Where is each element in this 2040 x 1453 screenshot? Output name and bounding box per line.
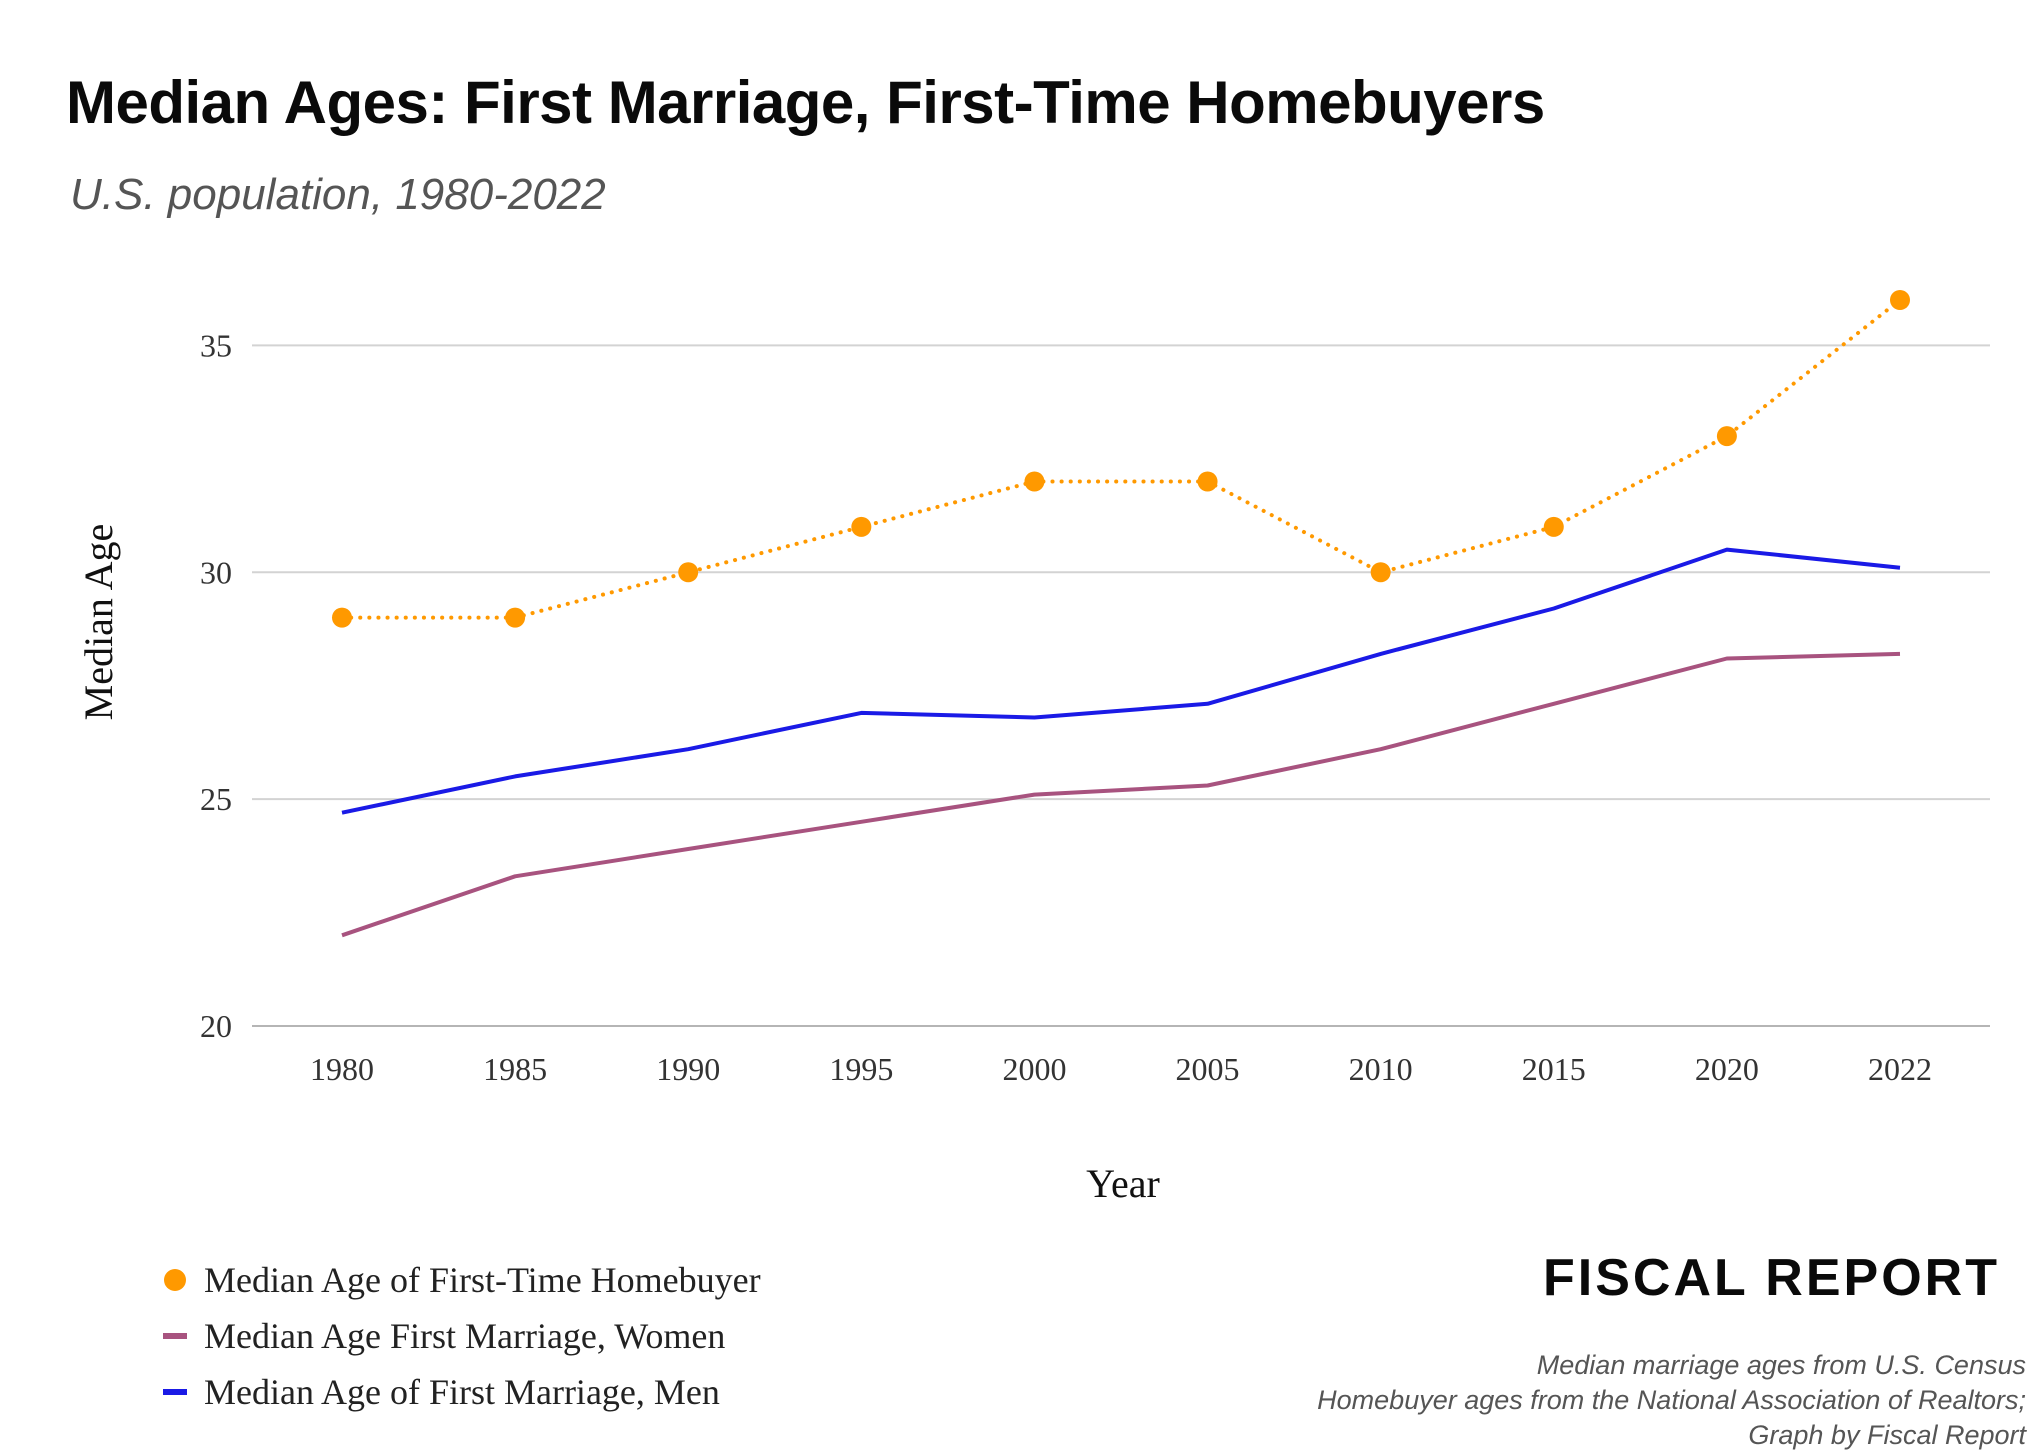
source-line: Homebuyer ages from the National Associa… (1317, 1385, 2026, 1415)
source-note: Median marriage ages from U.S. Census Ho… (1317, 1348, 2026, 1453)
data-point (332, 607, 352, 628)
x-tick-label: 2000 (1002, 1051, 1066, 1087)
data-point (1543, 516, 1564, 537)
series-line-1 (341, 651, 1901, 938)
x-tick-label: 2022 (1868, 1051, 1932, 1087)
legend-label-women: Median Age First Marriage, Women (204, 1316, 726, 1356)
series-lines (332, 290, 1910, 938)
x-tick-label: 2005 (1176, 1051, 1240, 1087)
x-tick-labels: 1980 1985 1990 1995 2000 2005 2010 2015 2020 2022 (310, 1051, 1932, 1087)
legend-label-men: Median Age of First Marriage, Men (204, 1372, 720, 1412)
x-tick-label: 2015 (1522, 1051, 1586, 1087)
data-point (851, 516, 872, 537)
y-tick-label: 25 (200, 781, 232, 817)
legend-label-homebuyer: Median Age of First-Time Homebuyer (204, 1260, 761, 1300)
data-point (1197, 471, 1218, 492)
x-tick-label: 1980 (310, 1051, 374, 1087)
legend-marker-dot-icon (160, 1269, 190, 1291)
data-point (678, 562, 699, 583)
data-point (1716, 426, 1737, 447)
series-line-0 (340, 298, 1902, 620)
x-tick-label: 1985 (483, 1051, 547, 1087)
y-axis-title: Median Age (76, 524, 121, 721)
source-line: Graph by Fiscal Report (1748, 1420, 2026, 1450)
data-point (1024, 471, 1045, 492)
series-line-2 (341, 547, 1901, 815)
brand-logo: FISCAL REPORT (1543, 1249, 2000, 1307)
legend: Median Age of First-Time Homebuyer Media… (160, 1252, 761, 1420)
legend-item-homebuyer: Median Age of First-Time Homebuyer (160, 1252, 761, 1308)
x-tick-label: 2010 (1349, 1051, 1413, 1087)
y-tick-label: 35 (200, 327, 232, 363)
legend-item-women: Median Age First Marriage, Women (160, 1308, 761, 1364)
y-tick-label: 20 (200, 1008, 232, 1044)
legend-marker-dash-icon (160, 1389, 190, 1395)
grid-lines (252, 344, 1990, 1027)
x-tick-label: 1990 (656, 1051, 720, 1087)
data-point (1890, 290, 1910, 310)
x-tick-label: 1995 (829, 1051, 893, 1087)
data-point (1370, 562, 1391, 583)
x-tick-label: 2020 (1695, 1051, 1759, 1087)
chart-subtitle: U.S. population, 1980-2022 (70, 170, 606, 219)
y-tick-labels: 20 25 30 35 (200, 327, 232, 1044)
legend-marker-dash-icon (160, 1333, 190, 1339)
y-tick-label: 30 (200, 554, 232, 590)
chart-title: Median Ages: First Marriage, First-Time … (66, 69, 1545, 136)
source-line: Median marriage ages from U.S. Census (1536, 1350, 2026, 1380)
legend-item-men: Median Age of First Marriage, Men (160, 1364, 761, 1420)
data-point (505, 607, 526, 628)
x-axis-title: Year (1086, 1161, 1160, 1206)
line-chart: 20 25 30 35 1980 1985 1990 1995 2000 2005 2010 201… (76, 290, 1990, 1206)
